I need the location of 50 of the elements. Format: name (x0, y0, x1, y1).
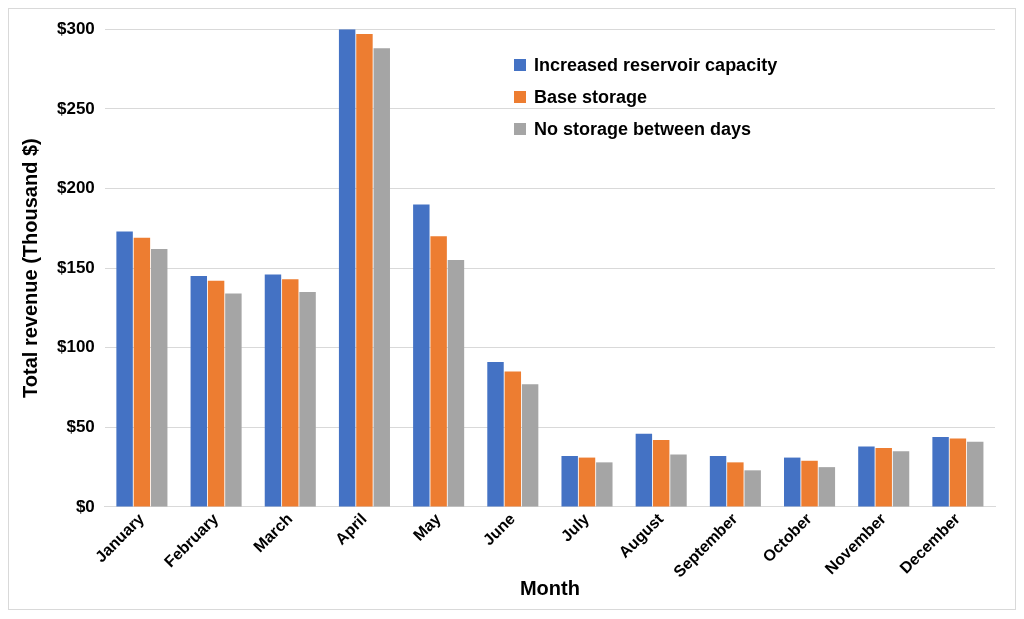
bar (133, 237, 151, 507)
bar (151, 248, 168, 507)
bar (727, 462, 744, 507)
bar (818, 467, 836, 507)
x-tick-label: July (557, 509, 593, 545)
bar (225, 293, 242, 507)
bar (504, 371, 522, 507)
bar (949, 438, 967, 507)
y-tick-label: $100 (56, 337, 95, 357)
bar (932, 436, 949, 507)
bar (892, 451, 910, 507)
bar (487, 362, 504, 507)
legend-label: No storage between days (534, 118, 752, 140)
legend-label: Increased reservoir capacity (534, 54, 778, 76)
y-tick-label: $200 (56, 178, 95, 198)
bar (356, 33, 373, 507)
bar (207, 280, 225, 507)
bar (561, 455, 578, 507)
x-tick-label: May (409, 509, 444, 544)
bar (430, 236, 447, 507)
y-tick-label: $50 (66, 417, 95, 437)
y-tick-label: $300 (56, 18, 95, 38)
bar (116, 231, 133, 507)
x-axis-title: Month (519, 576, 580, 599)
bar (190, 276, 207, 507)
bar (282, 279, 299, 507)
y-tick-label: $250 (56, 98, 95, 118)
bar (413, 204, 430, 507)
bar (801, 460, 818, 507)
bar (373, 48, 390, 507)
bar (784, 457, 801, 507)
bar (596, 462, 613, 507)
bar (744, 470, 761, 507)
bar (447, 260, 465, 507)
legend-label: Base storage (534, 86, 648, 108)
bar (858, 446, 875, 507)
y-tick-label: $150 (56, 257, 95, 277)
bar (635, 433, 653, 507)
bar (967, 441, 984, 507)
y-axis-title: Total revenue (Thousand $) (18, 138, 41, 398)
bar (652, 440, 670, 507)
bar (299, 291, 316, 507)
bar (338, 29, 356, 507)
bar (578, 457, 596, 507)
bar (875, 448, 892, 507)
bar (670, 454, 687, 507)
y-tick-label: $0 (75, 496, 95, 516)
bar (709, 455, 727, 507)
bar (264, 274, 282, 507)
bar (521, 384, 539, 507)
